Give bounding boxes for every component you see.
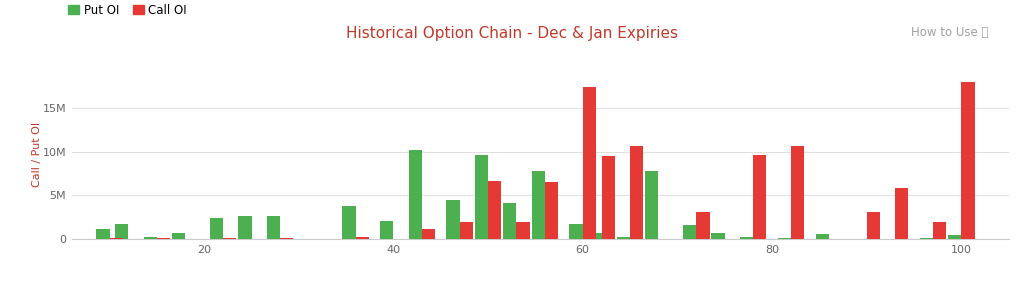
Bar [116, 224, 128, 239]
Bar [172, 233, 185, 239]
Bar [920, 238, 933, 239]
Bar [355, 237, 369, 239]
Bar [460, 223, 473, 239]
Bar [645, 171, 658, 239]
Bar [342, 206, 355, 239]
Text: How to Use ⓘ: How to Use ⓘ [910, 26, 988, 39]
Bar [422, 230, 435, 239]
Bar [266, 215, 280, 239]
Bar [531, 171, 545, 239]
Bar [503, 203, 516, 239]
Bar [223, 238, 237, 239]
Bar [280, 238, 293, 239]
Bar [866, 212, 880, 239]
Bar [589, 233, 602, 239]
Bar [948, 235, 962, 239]
Bar [143, 237, 157, 239]
Bar [740, 237, 753, 239]
Y-axis label: Call / Put OI: Call / Put OI [32, 122, 42, 187]
Bar [753, 155, 766, 239]
Bar [210, 218, 223, 239]
Bar [475, 156, 488, 239]
Bar [791, 146, 804, 239]
Bar [683, 225, 696, 239]
Bar [446, 200, 460, 239]
Bar [488, 181, 502, 239]
Bar [409, 150, 422, 239]
Bar [380, 221, 393, 239]
Bar [696, 212, 710, 239]
Bar [962, 82, 975, 239]
Text: Historical Option Chain - Dec & Jan Expiries: Historical Option Chain - Dec & Jan Expi… [346, 26, 678, 41]
Bar [569, 224, 583, 239]
Bar [583, 87, 596, 239]
Bar [516, 221, 529, 239]
Bar [157, 238, 170, 239]
Bar [895, 187, 908, 239]
Bar [239, 216, 252, 239]
Bar [815, 234, 828, 239]
Bar [616, 237, 630, 239]
Bar [545, 181, 558, 239]
Bar [96, 229, 110, 239]
Bar [602, 156, 615, 239]
Legend: Put OI, Call OI: Put OI, Call OI [69, 4, 187, 17]
Bar [110, 238, 123, 239]
Bar [630, 146, 643, 239]
Bar [933, 221, 946, 239]
Bar [777, 238, 791, 239]
Bar [712, 233, 725, 239]
